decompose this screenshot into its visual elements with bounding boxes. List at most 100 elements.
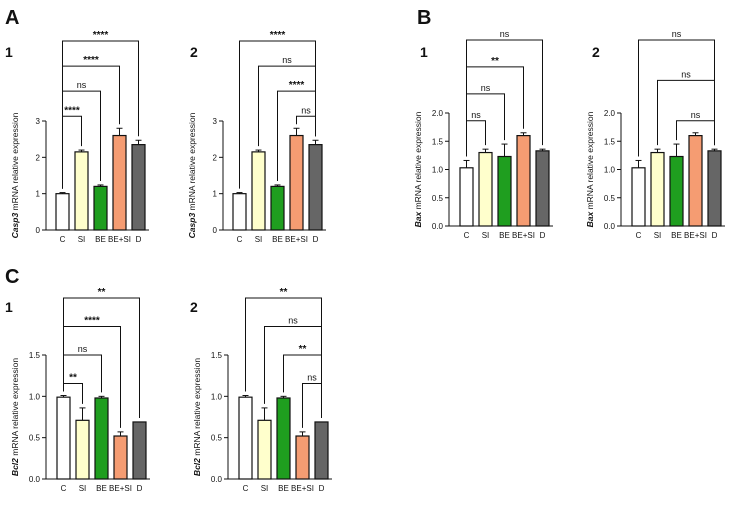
significance-label: ** bbox=[98, 287, 106, 298]
significance-label: ns bbox=[481, 83, 491, 93]
bar-be-si bbox=[295, 435, 310, 480]
bar-si bbox=[74, 151, 89, 231]
bar-c bbox=[55, 193, 70, 231]
x-tick-label: C bbox=[61, 484, 67, 493]
significance-label: **** bbox=[270, 30, 286, 41]
x-tick-label: C bbox=[636, 231, 642, 240]
bar-be bbox=[497, 155, 512, 227]
y-tick-label: 0.0 bbox=[604, 222, 616, 231]
x-tick-label: BE bbox=[95, 235, 106, 244]
y-tick-label: 1.5 bbox=[211, 351, 223, 360]
bar-si bbox=[650, 151, 665, 227]
bar-d bbox=[132, 421, 147, 480]
significance-label: ns bbox=[500, 29, 510, 39]
significance-bracket bbox=[63, 297, 140, 418]
significance-label: ns bbox=[307, 373, 317, 383]
panel-letter-b: B bbox=[417, 7, 431, 29]
y-axis-label: Casp3 mRNA relative expression bbox=[187, 112, 197, 238]
y-axis-label: Bax mRNA relative expression bbox=[585, 111, 595, 227]
significance-label: ns bbox=[77, 80, 87, 90]
y-axis-label: Casp3 mRNA relative expression bbox=[10, 112, 20, 238]
significance-label: ns bbox=[301, 105, 311, 115]
x-tick-label: SI bbox=[654, 231, 662, 240]
y-tick-label: 2 bbox=[213, 153, 218, 162]
y-tick-label: 1.5 bbox=[432, 137, 444, 146]
significance-label: ns bbox=[282, 55, 292, 65]
significance-label: **** bbox=[64, 105, 80, 116]
y-axis-label: Bcl2 mRNA relative expression bbox=[10, 358, 20, 476]
x-tick-label: BE+SI bbox=[291, 484, 314, 493]
significance-label: ns bbox=[672, 29, 682, 39]
significance-label: ns bbox=[471, 110, 481, 120]
significance-bracket bbox=[62, 40, 139, 189]
x-tick-label: BE+SI bbox=[285, 235, 308, 244]
y-tick-label: 1.5 bbox=[604, 137, 616, 146]
x-tick-label: BE+SI bbox=[684, 231, 707, 240]
bar-be-si bbox=[112, 134, 127, 231]
x-tick-label: SI bbox=[261, 484, 269, 493]
significance-label: ** bbox=[69, 373, 77, 384]
subpanel-number: 2 bbox=[592, 44, 600, 60]
significance-label: ns bbox=[78, 344, 88, 354]
x-tick-label: BE+SI bbox=[108, 235, 131, 244]
x-tick-label: D bbox=[137, 484, 143, 493]
x-tick-label: SI bbox=[255, 235, 263, 244]
bar-d bbox=[131, 144, 146, 231]
significance-label: ** bbox=[299, 344, 307, 355]
bar-be-si bbox=[113, 435, 128, 480]
y-tick-label: 1.0 bbox=[604, 166, 616, 175]
x-tick-label: SI bbox=[482, 231, 490, 240]
y-tick-label: 0.5 bbox=[604, 194, 616, 203]
x-tick-label: D bbox=[540, 231, 546, 240]
x-tick-label: BE bbox=[278, 484, 289, 493]
x-tick-label: D bbox=[136, 235, 142, 244]
significance-label: **** bbox=[83, 55, 99, 66]
chart-a1: 1 0 1 2 3 Casp3 mRNA relative expression C SI BE… bbox=[5, 30, 149, 244]
bar-si bbox=[251, 151, 266, 231]
chart-c2: 2 0.0 0.5 1.0 1.5 Bcl2 mRNA relative expressi… bbox=[190, 287, 332, 493]
significance-label: ** bbox=[491, 56, 499, 67]
y-tick-label: 0.0 bbox=[211, 475, 223, 484]
significance-label: ** bbox=[280, 287, 288, 298]
x-tick-label: BE+SI bbox=[109, 484, 132, 493]
bar-be bbox=[276, 397, 291, 480]
y-axis-label: Bax mRNA relative expression bbox=[413, 111, 423, 227]
x-tick-label: C bbox=[60, 235, 66, 244]
bar-be-si bbox=[688, 135, 703, 227]
y-tick-label: 0 bbox=[36, 226, 41, 235]
significance-label: **** bbox=[289, 80, 305, 91]
significance-bracket bbox=[302, 383, 322, 428]
significance-bracket bbox=[62, 65, 120, 189]
x-tick-label: C bbox=[237, 235, 243, 244]
y-tick-label: 0.5 bbox=[29, 434, 41, 443]
subpanel-number: 1 bbox=[5, 44, 13, 60]
y-tick-label: 0.0 bbox=[432, 222, 444, 231]
y-tick-label: 2.0 bbox=[432, 109, 444, 118]
x-tick-label: BE bbox=[96, 484, 107, 493]
bar-be bbox=[94, 397, 109, 480]
bar-c bbox=[56, 396, 71, 480]
significance-bracket bbox=[239, 40, 316, 189]
bar-be bbox=[669, 155, 684, 227]
subpanel-number: 1 bbox=[420, 44, 428, 60]
charts-layer: 1 0 1 2 3 Casp3 mRNA relative expression C SI BE… bbox=[5, 29, 725, 493]
bar-d bbox=[314, 421, 329, 480]
x-tick-label: C bbox=[243, 484, 249, 493]
x-tick-label: D bbox=[313, 235, 319, 244]
x-tick-label: C bbox=[464, 231, 470, 240]
significance-bracket bbox=[657, 79, 715, 146]
x-tick-label: BE bbox=[499, 231, 510, 240]
bar-be bbox=[270, 185, 285, 231]
y-tick-label: 3 bbox=[36, 117, 41, 126]
bar-c bbox=[631, 167, 646, 227]
x-tick-label: BE bbox=[671, 231, 682, 240]
y-tick-label: 0.5 bbox=[211, 434, 223, 443]
subpanel-number: 1 bbox=[5, 299, 13, 315]
bar-be-si bbox=[516, 135, 531, 227]
y-tick-label: 1.0 bbox=[29, 392, 41, 401]
panel-letter-a: A bbox=[5, 7, 19, 29]
x-tick-label: BE+SI bbox=[512, 231, 535, 240]
y-tick-label: 1.5 bbox=[29, 351, 41, 360]
bar-d bbox=[535, 150, 550, 227]
chart-b2: 2 0.0 0.5 1.0 1.5 2.0 Bax mRNA relative expres… bbox=[585, 29, 725, 240]
